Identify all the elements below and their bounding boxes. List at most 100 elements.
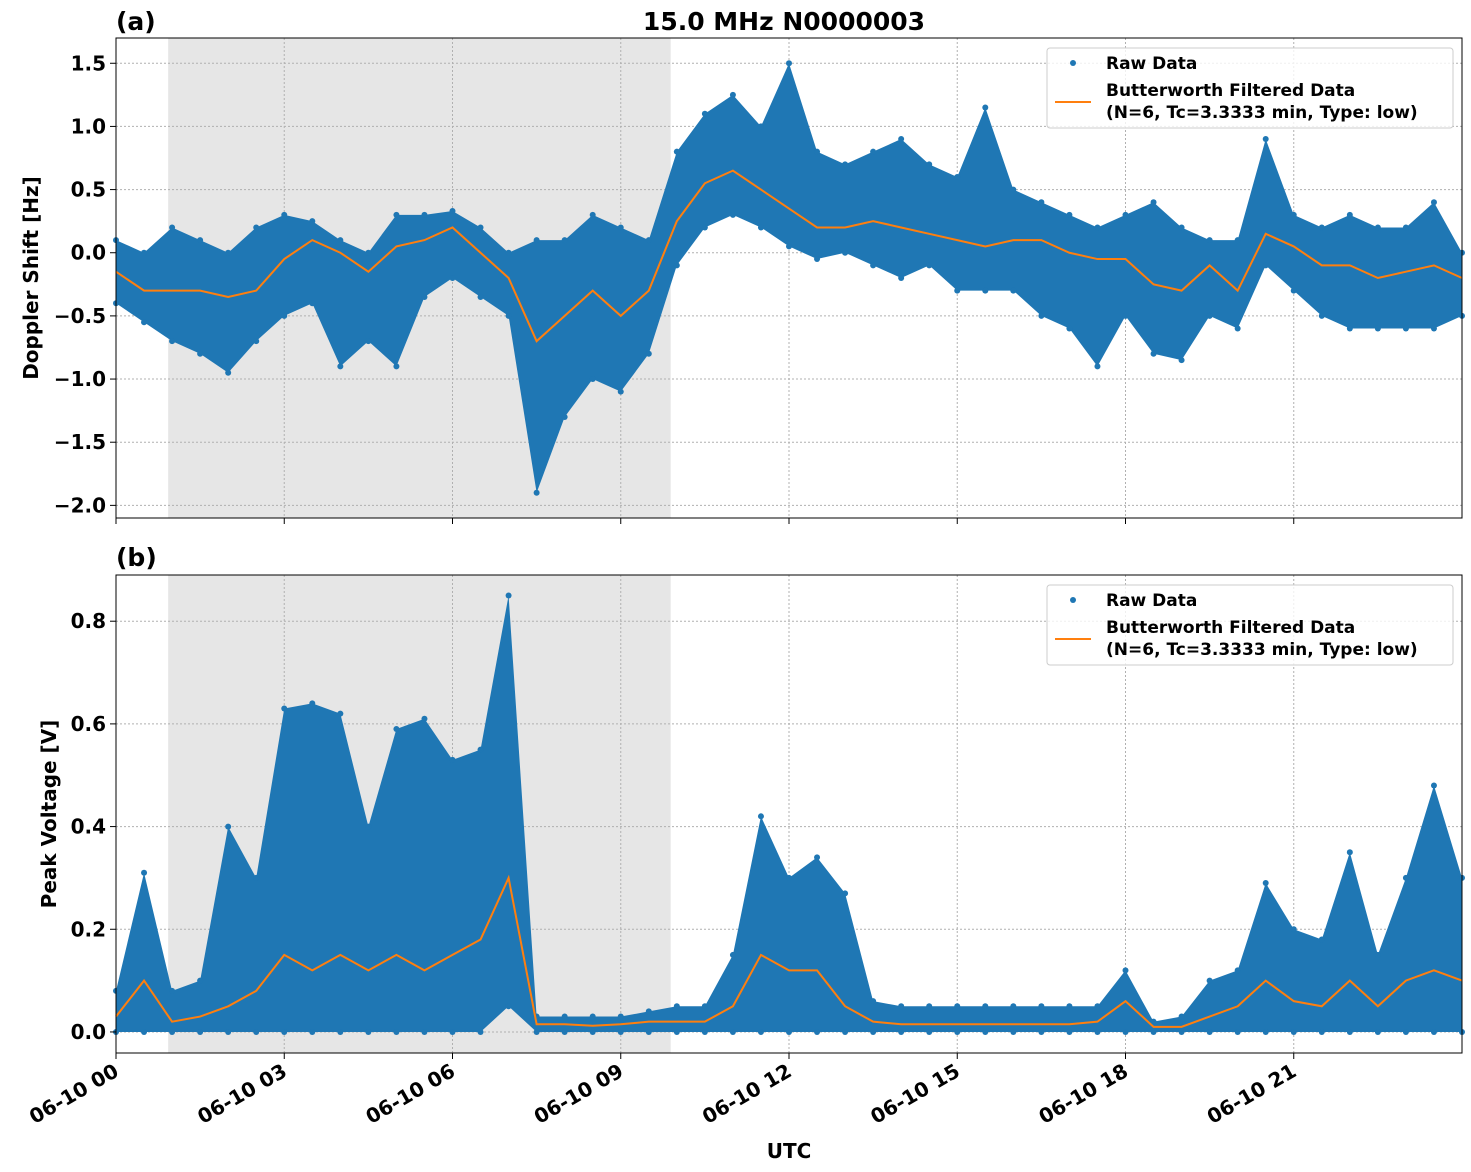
- raw-data-point: [701, 1003, 708, 1010]
- panel-label-b: (b): [116, 543, 157, 572]
- raw-data-point: [1430, 199, 1437, 206]
- raw-data-point: [169, 1028, 176, 1035]
- raw-data-point: [1122, 967, 1129, 974]
- raw-data-point: [1038, 312, 1045, 319]
- raw-data-point: [701, 110, 708, 117]
- raw-data-point: [814, 1028, 821, 1035]
- raw-data-point: [701, 224, 708, 231]
- legend: [1046, 47, 1454, 129]
- raw-data-point: [926, 161, 933, 168]
- raw-data-point: [197, 237, 204, 244]
- raw-data-point: [253, 874, 260, 881]
- y-axis-label-a: Doppler Shift [Hz]: [19, 176, 43, 380]
- raw-data-point: [141, 249, 148, 256]
- raw-data-point: [898, 136, 905, 143]
- raw-data-point: [141, 869, 148, 876]
- raw-data-point: [1010, 186, 1017, 193]
- raw-data-point: [1290, 1028, 1297, 1035]
- raw-data-point: [477, 293, 484, 300]
- raw-data-point: [1066, 211, 1073, 218]
- legend-filtered-params: (N=6, Tc=3.3333 min, Type: low): [1106, 640, 1418, 660]
- y-tick-label: 1.0: [71, 114, 106, 138]
- raw-data-point: [1374, 1028, 1381, 1035]
- raw-data-point: [1262, 880, 1269, 887]
- raw-data-point: [1094, 224, 1101, 231]
- raw-data-point: [365, 249, 372, 256]
- raw-data-point: [786, 60, 792, 67]
- raw-data-point: [617, 1013, 624, 1020]
- raw-data-point: [561, 1013, 568, 1020]
- raw-data-point: [337, 710, 344, 717]
- raw-data-point: [1122, 312, 1129, 319]
- raw-data-point: [477, 224, 484, 231]
- x-tick-label: 06-10 03: [193, 1059, 291, 1129]
- raw-data-point: [225, 249, 232, 256]
- raw-data-point: [169, 338, 176, 345]
- legend-raw-label: Raw Data: [1106, 54, 1197, 74]
- raw-data-point: [1094, 1003, 1101, 1010]
- raw-data-point: [954, 1028, 961, 1035]
- raw-data-point: [1150, 350, 1157, 357]
- raw-data-point: [561, 1028, 568, 1035]
- raw-data-point: [589, 1028, 596, 1035]
- raw-data-point: [926, 1028, 933, 1035]
- raw-data-point: [253, 1028, 260, 1035]
- x-tick-label: 06-10 06: [361, 1059, 459, 1129]
- raw-data-point: [1010, 287, 1017, 294]
- raw-data-point: [1374, 224, 1381, 231]
- raw-data-point: [1346, 1028, 1353, 1035]
- raw-data-point: [729, 1028, 736, 1035]
- y-tick-label: 1.5: [71, 51, 106, 75]
- raw-data-point: [1262, 1028, 1269, 1035]
- raw-data-point: [1206, 237, 1213, 244]
- raw-data-point: [449, 208, 456, 215]
- raw-data-point: [1262, 136, 1269, 143]
- raw-data-point: [1318, 936, 1325, 943]
- raw-data-point: [197, 1028, 204, 1035]
- raw-data-point: [1374, 951, 1381, 958]
- raw-data-point: [729, 211, 736, 218]
- y-tick-label: −2.0: [54, 493, 106, 517]
- raw-data-point: [421, 1028, 428, 1035]
- raw-data-point: [1430, 325, 1437, 332]
- raw-data-point: [365, 1028, 372, 1035]
- raw-data-point: [1066, 1003, 1073, 1010]
- raw-data-point: [477, 1028, 484, 1035]
- panel-a-doppler: −2.0 −1.5 −1.0 −0.5 0.0 0.5 1.0 1.5 Raw Data Butt…: [54, 37, 1465, 524]
- raw-data-point: [1150, 1028, 1157, 1035]
- raw-data-point: [842, 1028, 849, 1035]
- raw-data-point: [561, 237, 568, 244]
- raw-data-point: [786, 874, 792, 881]
- raw-data-point: [1234, 325, 1241, 332]
- raw-data-point: [477, 746, 484, 753]
- x-tick-label: 06-10 15: [866, 1059, 964, 1129]
- raw-data-point: [309, 700, 316, 707]
- raw-data-point: [449, 275, 456, 281]
- raw-data-point: [842, 890, 849, 897]
- raw-data-point: [505, 592, 512, 599]
- raw-data-point: [673, 1003, 680, 1010]
- raw-data-point: [842, 249, 849, 256]
- raw-data-point: [814, 148, 821, 155]
- panel-b-voltage: 0.0 0.2 0.4 0.6 0.8 06-10 00 06-10 03 06-10 06 0…: [25, 574, 1465, 1129]
- raw-data-point: [729, 91, 736, 98]
- raw-data-point: [1038, 199, 1045, 206]
- raw-data-point: [505, 249, 512, 256]
- raw-data-point: [1402, 1028, 1409, 1035]
- raw-data-point: [1206, 312, 1213, 319]
- raw-data-point: [365, 338, 372, 345]
- chart-title: 15.0 MHz N0000003: [643, 7, 925, 36]
- raw-data-point: [982, 1003, 989, 1010]
- raw-data-point: [449, 1028, 456, 1035]
- filtered-data-line: [115, 169, 1463, 343]
- legend-raw-label: Raw Data: [1106, 591, 1197, 611]
- raw-data-point: [253, 338, 260, 345]
- raw-data-point: [757, 123, 764, 130]
- raw-data-point: [673, 148, 680, 155]
- raw-data-point: [533, 1028, 540, 1035]
- raw-data-point: [617, 388, 624, 395]
- raw-data-point: [1290, 211, 1297, 218]
- raw-data-point: [337, 237, 344, 244]
- y-tick-label: 0.8: [71, 609, 106, 633]
- raw-data-point: [898, 275, 905, 281]
